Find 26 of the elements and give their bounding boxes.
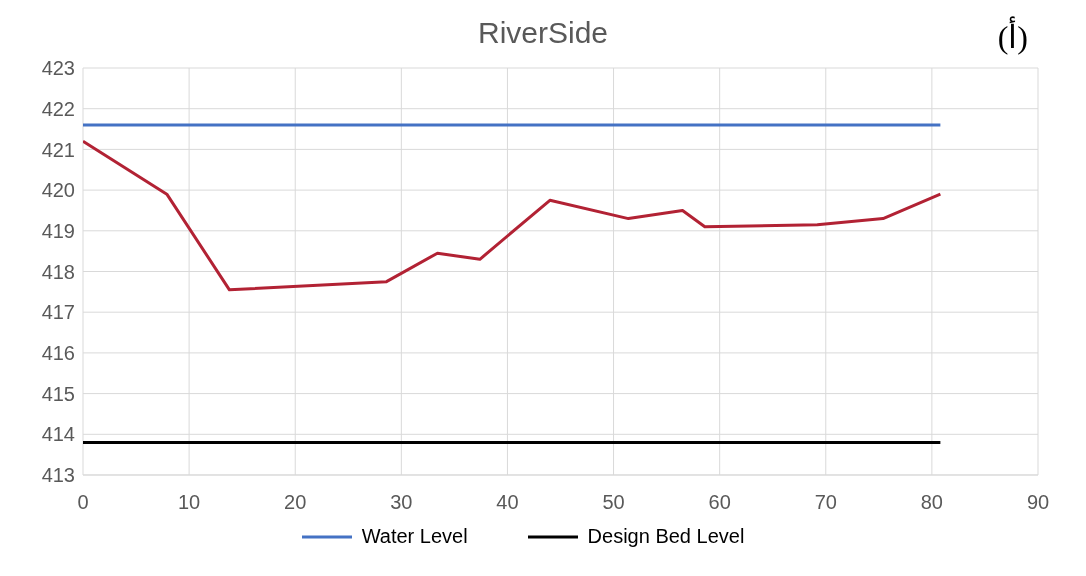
x-tick-label: 10: [177, 491, 201, 514]
x-tick-label: 50: [602, 491, 625, 514]
x-tick-label: 60: [708, 491, 731, 514]
x-tick-label: 0: [77, 491, 89, 514]
y-tick-label: 416: [41, 342, 75, 364]
y-tick-label: 417: [41, 301, 75, 324]
y-tick-label: 414: [41, 423, 75, 446]
x-tick-label: 40: [496, 491, 519, 514]
y-tick-label: 415: [41, 382, 75, 405]
chart-title: RiverSide: [477, 16, 609, 49]
x-tick-label: 20: [284, 491, 307, 514]
y-tick-label: 421: [41, 138, 75, 161]
text: (أ): [997, 18, 1028, 56]
legend-label: Design Bed Level: [587, 525, 745, 548]
y-tick-label: 423: [41, 57, 75, 80]
x-tick-label: 80: [920, 491, 944, 514]
y-tick-label: 419: [41, 219, 75, 242]
y-tick-label: 422: [41, 97, 75, 120]
y-tick-label: 418: [41, 260, 75, 283]
x-tick-label: 30: [390, 491, 413, 514]
x-tick-label: 90: [1026, 491, 1050, 514]
y-tick-label: 413: [41, 464, 75, 487]
legend-label: Water Level: [361, 525, 468, 548]
y-tick-label: 420: [41, 179, 75, 202]
line-series: [83, 139, 942, 292]
x-tick-label: 70: [814, 491, 837, 514]
